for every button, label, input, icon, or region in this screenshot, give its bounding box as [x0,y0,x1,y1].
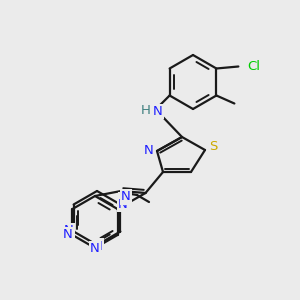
Text: N: N [93,239,103,253]
Text: Cl: Cl [248,60,260,73]
Text: N: N [90,242,100,256]
Text: N: N [118,197,128,211]
Text: N: N [63,229,72,242]
Text: N: N [119,193,129,206]
Text: N: N [121,190,131,203]
Text: N: N [64,224,74,237]
Text: N: N [144,143,154,157]
Text: N: N [153,105,163,118]
Text: S: S [209,140,217,154]
Text: H: H [141,104,151,117]
